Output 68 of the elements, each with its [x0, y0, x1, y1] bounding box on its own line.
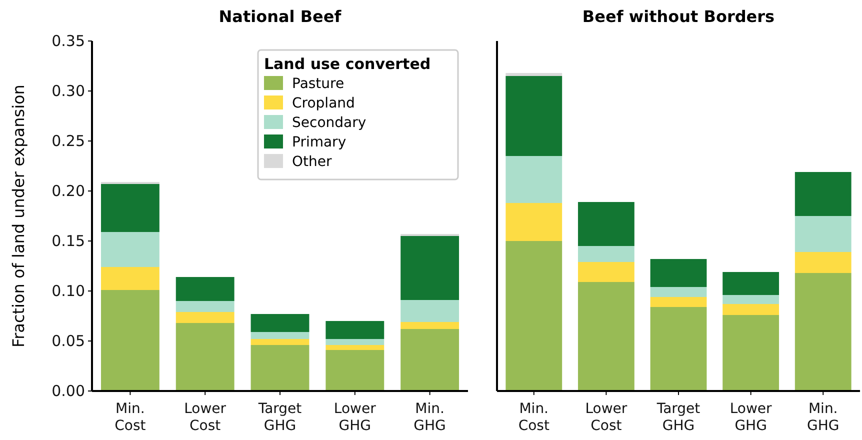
x-tick-label: Lower Cost	[184, 401, 226, 434]
bar	[176, 301, 234, 312]
legend-label: Pasture	[292, 76, 344, 92]
bar	[650, 297, 707, 307]
bar	[722, 304, 780, 315]
chart-title: National Beef	[218, 7, 342, 26]
bar	[722, 272, 780, 295]
bar	[578, 202, 634, 246]
x-tick-label: Min. Cost	[114, 401, 146, 434]
x-tick-label: Target GHG	[257, 401, 302, 434]
bar	[794, 172, 852, 216]
x-tick-label: Lower Cost	[585, 401, 628, 434]
y-tick-label: 0.30	[52, 82, 85, 100]
bar	[326, 339, 384, 345]
bar	[400, 322, 460, 329]
y-axis-title: Fraction of land under expansion	[9, 84, 28, 348]
bar	[794, 273, 852, 391]
y-tick-label: 0.25	[52, 132, 85, 150]
bar	[506, 241, 562, 391]
legend-label: Cropland	[292, 96, 355, 112]
bar	[400, 329, 460, 391]
bar	[400, 300, 460, 322]
bar	[650, 307, 707, 391]
bar	[506, 156, 562, 203]
x-tick-label: Target GHG	[656, 401, 701, 434]
chart-title: Beef without Borders	[582, 7, 775, 26]
bar	[326, 321, 384, 339]
legend-label: Other	[292, 154, 332, 170]
y-tick-label: 0.15	[52, 232, 85, 250]
bar	[578, 282, 634, 391]
bar	[100, 267, 160, 290]
bar	[176, 277, 234, 301]
x-tick-label: Min. GHG	[414, 401, 446, 434]
bar	[722, 315, 780, 391]
x-tick-label: Lower GHG	[730, 401, 772, 434]
bar	[506, 73, 562, 76]
bar	[100, 232, 160, 267]
legend-label: Secondary	[292, 115, 366, 131]
bar	[250, 345, 310, 391]
bar	[176, 323, 234, 391]
bar	[506, 76, 562, 156]
bar	[578, 262, 634, 282]
bar	[722, 295, 780, 304]
legend-label: Primary	[292, 134, 346, 150]
bar	[650, 259, 707, 287]
y-tick-label: 0.35	[52, 32, 85, 50]
x-tick-label: Min. Cost	[518, 401, 550, 434]
bar	[794, 216, 852, 252]
bar	[578, 246, 634, 262]
bar	[250, 339, 310, 345]
x-tick-label: Min. GHG	[807, 401, 840, 434]
bar	[176, 312, 234, 323]
y-tick-label: 0.00	[52, 382, 85, 400]
bar	[650, 287, 707, 297]
bar	[100, 184, 160, 232]
y-tick-label: 0.20	[52, 182, 85, 200]
bar	[794, 252, 852, 273]
bar	[100, 290, 160, 391]
bar	[250, 314, 310, 332]
bar	[400, 236, 460, 300]
y-tick-label: 0.05	[52, 332, 85, 350]
legend-title: Land use converted	[264, 55, 431, 73]
x-tick-label: Lower GHG	[334, 401, 376, 434]
bar	[326, 345, 384, 350]
bar	[250, 332, 310, 339]
bar	[326, 350, 384, 391]
y-tick-label: 0.10	[52, 282, 85, 300]
bar	[506, 203, 562, 241]
